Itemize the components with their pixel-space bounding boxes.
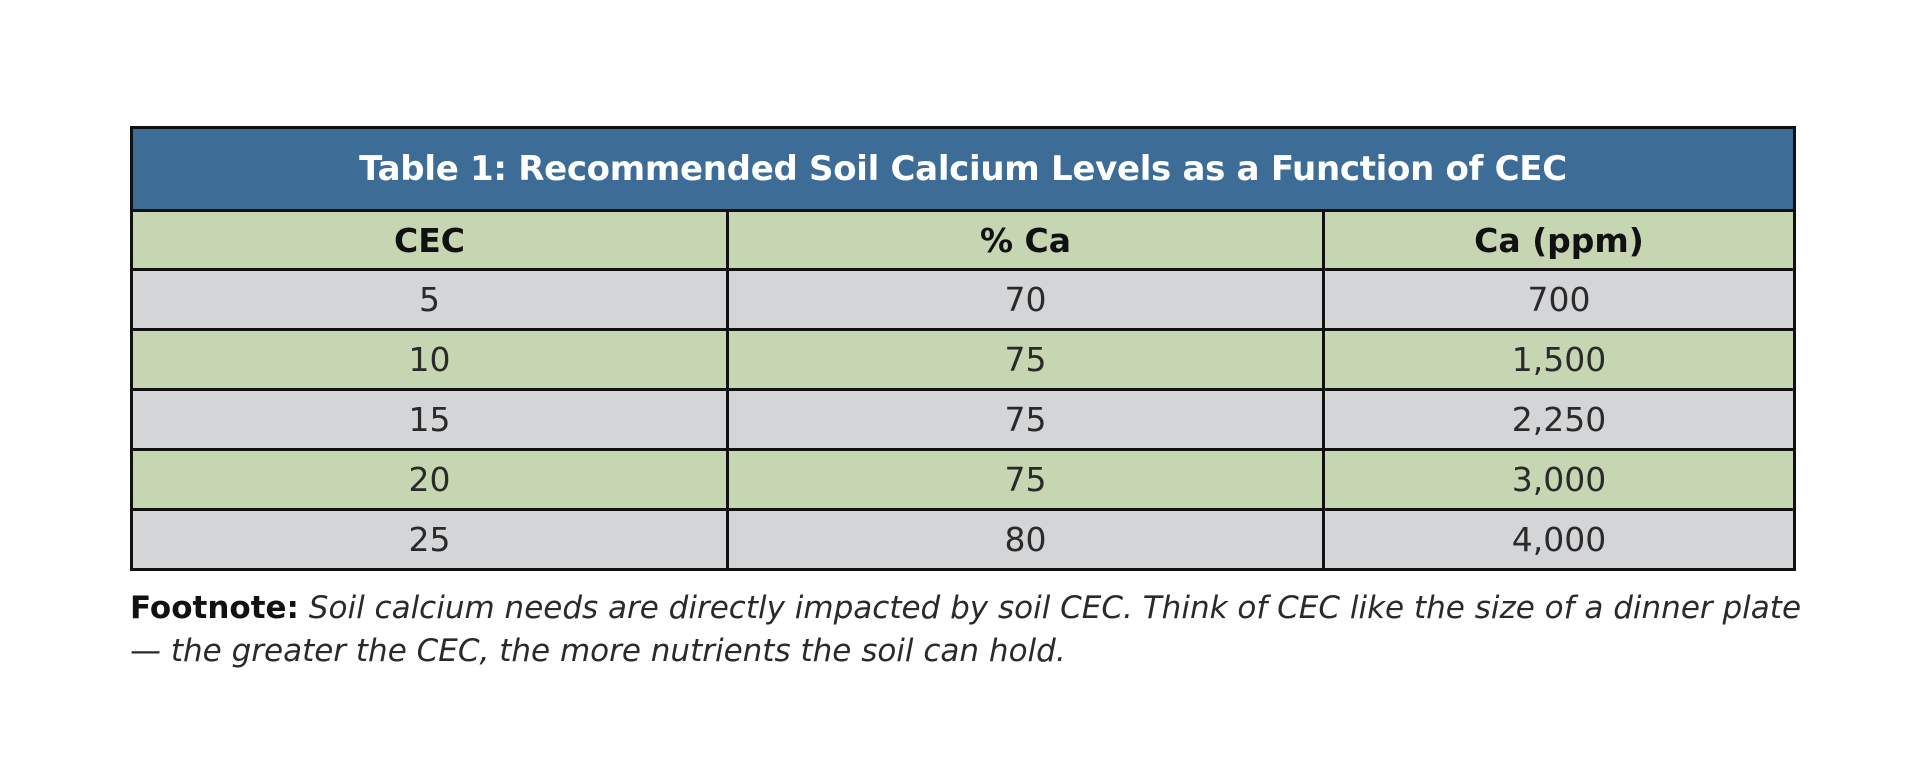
cell-cec: 5 (130, 268, 729, 331)
footnote-label: Footnote: (130, 590, 299, 626)
table-title: Table 1: Recommended Soil Calcium Levels… (129, 126, 1797, 212)
cell-cec: 10 (130, 328, 729, 391)
table-row: 20 75 3,000 (130, 448, 1797, 511)
table-row: 5 70 700 (130, 268, 1797, 331)
cell-ca-ppm: 3,000 (1321, 448, 1797, 511)
cell-percent-ca: 75 (726, 448, 1325, 511)
cell-cec: 20 (130, 448, 729, 511)
footnote: Footnote: Soil calcium needs are directl… (130, 587, 1830, 673)
cell-cec: 15 (130, 388, 729, 451)
column-header-percent-ca: % Ca (726, 209, 1325, 271)
cell-ca-ppm: 1,500 (1321, 328, 1797, 391)
cell-ca-ppm: 2,250 (1321, 388, 1797, 451)
table-row: 10 75 1,500 (130, 328, 1797, 391)
footnote-text: Soil calcium needs are directly impacted… (130, 590, 1802, 669)
calcium-table-figure: Table 1: Recommended Soil Calcium Levels… (129, 126, 1801, 673)
column-header-ca-ppm: Ca (ppm) (1321, 209, 1797, 271)
cell-ca-ppm: 700 (1321, 268, 1797, 331)
cell-percent-ca: 75 (726, 388, 1325, 451)
table-header-row: CEC % Ca Ca (ppm) (130, 209, 1797, 271)
column-header-cec: CEC (130, 209, 729, 271)
cell-ca-ppm: 4,000 (1321, 508, 1797, 571)
table-row: 25 80 4,000 (130, 508, 1797, 571)
cell-cec: 25 (130, 508, 729, 571)
table-row: 15 75 2,250 (130, 388, 1797, 451)
cell-percent-ca: 80 (726, 508, 1325, 571)
cell-percent-ca: 70 (726, 268, 1325, 331)
cell-percent-ca: 75 (726, 328, 1325, 391)
calcium-table: Table 1: Recommended Soil Calcium Levels… (129, 126, 1797, 571)
